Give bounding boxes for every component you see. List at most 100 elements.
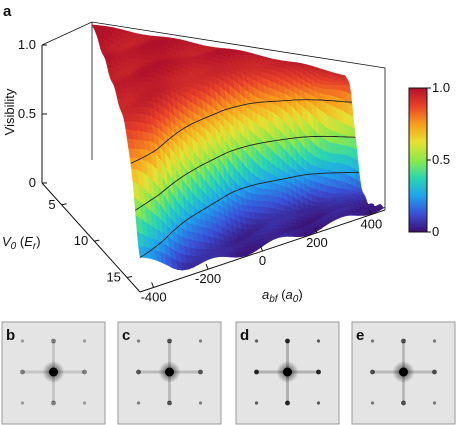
diagonal-peak	[82, 401, 87, 405]
colorbar-ticks: 1.0 0.5 0	[427, 80, 450, 239]
surface-patch	[138, 245, 146, 258]
panel-frame	[1, 321, 106, 425]
x-ticks: -400 -200 0 200 400	[141, 209, 383, 304]
diagonal-peak	[254, 401, 259, 405]
diagonal-peak	[82, 339, 87, 343]
z-axis-label: Visibility	[2, 88, 17, 135]
central-peak	[399, 367, 408, 377]
colorbar-tick-label: 0.5	[432, 152, 450, 167]
central-peak	[49, 367, 58, 377]
plot-box	[41, 21, 386, 210]
colorbar-tick-label: 1.0	[432, 80, 450, 95]
y-label-open: (	[16, 234, 25, 249]
first-order-peak	[285, 338, 290, 344]
diffraction-panels: b c d e	[1, 321, 456, 425]
first-order-peak	[432, 369, 437, 375]
contour-lines	[130, 99, 360, 258]
y-tick-label: 15	[106, 269, 120, 284]
y-tick-label: 10	[74, 233, 88, 248]
contour-line	[135, 135, 356, 211]
x-tick-label: 400	[361, 217, 383, 232]
y-axis-line	[41, 182, 141, 293]
first-order-peak	[82, 369, 87, 375]
first-order-peak	[51, 338, 56, 344]
x-label-var: a	[262, 287, 269, 302]
z-tick-label: 0.5	[18, 106, 36, 121]
panel-letter-b: b	[6, 327, 15, 344]
box-back-top	[41, 21, 386, 210]
y-label-close: )	[36, 234, 40, 249]
y-label-var: V	[2, 234, 12, 249]
diagonal-peak	[316, 401, 321, 405]
visibility-surface	[91, 24, 386, 271]
surface-patch	[129, 157, 138, 171]
first-order-peak	[167, 400, 172, 406]
surface-patch	[126, 138, 135, 150]
first-order-peak	[254, 369, 259, 375]
diagonal-peak	[136, 339, 141, 343]
x-label-unit: a	[286, 287, 293, 302]
y-label-unit: E	[24, 234, 33, 249]
surface-patch	[122, 114, 131, 122]
central-peak	[165, 367, 174, 377]
first-order-peak	[401, 400, 406, 406]
x-tick-mark	[314, 227, 318, 233]
diagonal-peak	[20, 401, 25, 405]
diagonal-peak	[254, 339, 259, 343]
y-axis-label: V0 (Er)	[2, 234, 41, 252]
diffraction-panel-e: e	[351, 321, 456, 425]
diagonal-peak	[370, 401, 375, 405]
y-label-unit-sub: r	[33, 241, 37, 252]
contour-line	[139, 171, 360, 258]
x-tick-mark	[205, 264, 209, 270]
x-label-close: )	[298, 287, 302, 302]
x-label-unit-sub: 0	[293, 294, 299, 305]
panel-letter-c: c	[122, 327, 130, 344]
x-tick-label: -200	[195, 271, 221, 286]
diagonal-peak	[198, 401, 203, 405]
y-tick-mark	[126, 275, 133, 278]
colorbar: 1.0 0.5 0	[408, 80, 450, 239]
first-order-peak	[370, 369, 375, 375]
y-tick-mark	[61, 203, 67, 206]
first-order-peak	[20, 369, 25, 375]
panel-letter-e: e	[356, 327, 364, 344]
contour-line	[130, 99, 352, 164]
surface-patch	[125, 129, 134, 141]
y-ticks: 5 10 15	[48, 197, 133, 284]
panel-letter-d: d	[240, 327, 249, 344]
x-tick-label: 0	[259, 253, 266, 268]
first-order-peak	[316, 369, 321, 375]
diagonal-peak	[316, 339, 321, 343]
x-label-sub: bf	[269, 294, 279, 305]
diagonal-peak	[432, 339, 437, 343]
diagonal-peak	[136, 401, 141, 405]
diffraction-panel-b: b	[1, 321, 106, 425]
x-tick-label: -400	[141, 289, 167, 304]
surface-patch	[112, 83, 121, 88]
x-tick-mark	[151, 282, 155, 288]
first-order-peak	[51, 400, 56, 406]
surface-patch	[124, 120, 132, 131]
diagonal-peak	[198, 339, 203, 343]
y-label-sub: 0	[11, 241, 17, 252]
first-order-peak	[136, 369, 141, 375]
z-tick-label: 0	[29, 175, 36, 190]
z-tick-label: 1.0	[18, 37, 36, 52]
central-peak	[283, 367, 292, 377]
diffraction-panel-d: d	[235, 321, 340, 425]
colorbar-tick-label: 0	[432, 224, 439, 239]
first-order-peak	[401, 338, 406, 344]
diagonal-peak	[432, 401, 437, 405]
z-ticks: 1.0 0.5 0	[18, 37, 47, 190]
diagonal-peak	[370, 339, 375, 343]
diffraction-panel-c: c	[117, 321, 222, 425]
first-order-peak	[167, 338, 172, 344]
first-order-peak	[198, 369, 203, 375]
panel-letter-a: a	[3, 3, 12, 20]
surface-patch	[131, 168, 139, 186]
first-order-peak	[285, 400, 290, 406]
x-label-open: (	[278, 287, 287, 302]
surface-patch	[128, 148, 136, 159]
colorbar-bar	[408, 87, 428, 233]
